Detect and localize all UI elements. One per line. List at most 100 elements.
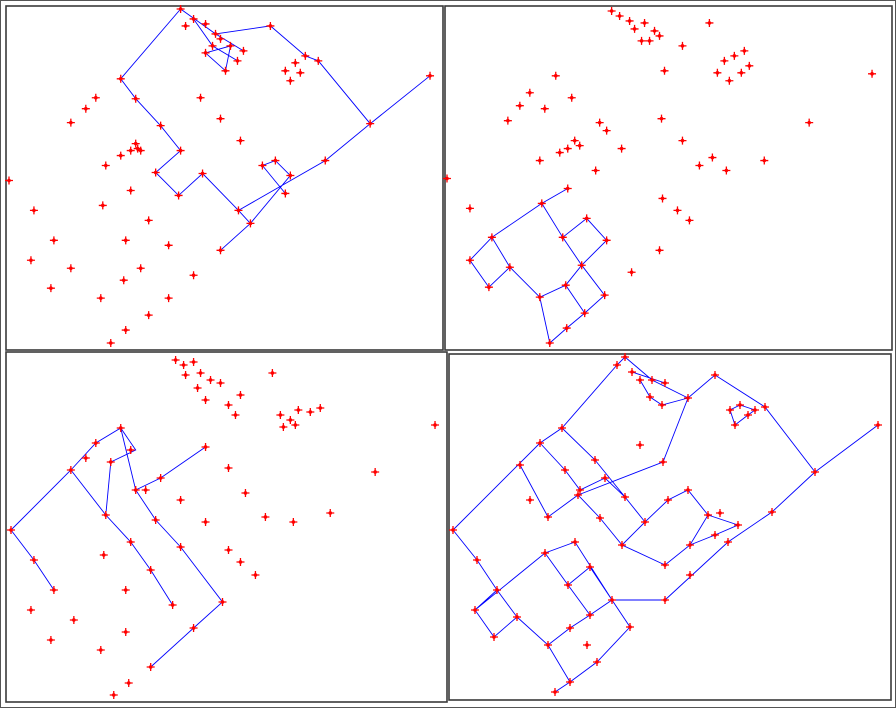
node-point [236,136,245,145]
node-point [141,486,150,494]
node-point [146,663,155,671]
node-point [168,601,177,609]
node-point [164,241,173,250]
node-point [566,624,574,632]
node-point [555,148,564,157]
node-point [744,411,752,419]
node-point [106,458,115,466]
node-point [179,361,188,369]
node-point [226,41,235,50]
node-point [737,68,746,77]
node-point [621,493,629,501]
node-point [133,144,142,153]
node-point [684,486,692,494]
node-point [233,56,242,65]
node-point [314,56,323,65]
node-point [193,384,202,392]
node-point [525,88,534,97]
node-point [713,68,722,77]
node-point [189,358,198,366]
node-point [156,121,165,130]
node-point [630,24,639,33]
node-point [580,309,589,318]
node-point [731,421,739,429]
panel-frame [5,5,444,351]
node-point [628,368,636,376]
node-point [216,114,225,123]
node-point [189,624,198,632]
node-point [526,496,534,504]
node-point [69,616,78,624]
node-point [686,541,694,549]
node-point [301,51,310,60]
node-point [6,526,15,534]
node-point [566,678,574,686]
node-point [660,66,669,75]
node-point [564,581,572,589]
node-point [574,491,582,499]
node-point [151,516,160,524]
node-point [708,153,717,162]
node-point [805,118,814,127]
node-point [126,146,135,155]
node-point [473,556,481,564]
node-point [595,118,604,127]
node-point [874,421,882,429]
node-point [725,76,734,85]
node-point [695,161,704,170]
node-point [431,421,440,429]
node-point [711,371,719,379]
node-point [601,474,609,482]
node-point [516,461,524,469]
node-point [201,19,210,28]
node-point [258,161,267,170]
node-point [576,486,584,494]
node-point [726,406,734,414]
node-point [868,69,877,78]
node-point [736,401,744,409]
node-point [493,586,501,594]
node-point [266,21,275,30]
node-point [655,246,664,255]
node-point [239,46,248,55]
node-point [465,204,474,213]
node-point [608,596,616,604]
node-point [224,401,233,409]
node-point [291,421,300,429]
node-point [294,406,303,414]
node-point [636,441,644,449]
node-point [121,326,130,335]
node-point [234,206,243,215]
node-point [321,156,330,165]
node-point [176,146,185,155]
node-point [586,611,594,619]
node-point [49,236,58,245]
node-point [116,151,125,160]
node-point [181,371,190,379]
node-point [276,411,285,419]
node-point [271,156,280,165]
node-point [515,101,524,110]
node-point [582,214,591,223]
node-point [96,294,105,303]
node-point [541,549,549,557]
node-point [189,14,198,23]
node-point [621,353,629,361]
node-point [116,74,125,83]
node-point [66,466,75,474]
node-point [208,41,217,50]
node-point [551,688,559,696]
node-point [484,283,493,292]
node-point [144,311,153,320]
node-point [286,76,295,85]
node-point [563,144,572,153]
node-point [648,376,656,384]
node-point [261,513,270,521]
node-point [96,646,105,654]
node-point [570,136,579,145]
node-point [326,509,335,517]
node-point [705,18,714,27]
node-point [101,161,110,170]
node-point [201,48,210,57]
node-point [189,271,198,280]
